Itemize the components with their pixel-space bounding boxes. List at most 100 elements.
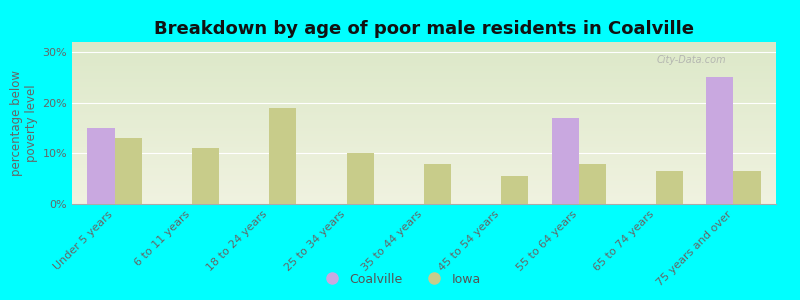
Bar <box>72 42 776 44</box>
Bar <box>72 89 776 91</box>
Bar <box>72 188 776 189</box>
Bar <box>72 142 776 144</box>
Bar <box>72 181 776 183</box>
Bar <box>72 160 776 162</box>
Bar <box>72 172 776 173</box>
Legend: Coalville, Iowa: Coalville, Iowa <box>314 268 486 291</box>
Bar <box>72 70 776 71</box>
Bar <box>72 151 776 152</box>
Bar <box>72 76 776 78</box>
Bar <box>72 202 776 204</box>
Bar <box>72 78 776 79</box>
Bar <box>72 113 776 115</box>
Bar <box>72 124 776 126</box>
Bar <box>192 148 219 204</box>
Bar <box>72 164 776 165</box>
Bar <box>72 167 776 168</box>
Bar <box>72 86 776 87</box>
Bar <box>72 194 776 196</box>
Bar <box>72 52 776 53</box>
Bar <box>72 53 776 55</box>
Bar <box>72 191 776 193</box>
Bar <box>270 108 296 204</box>
Y-axis label: percentage below
poverty level: percentage below poverty level <box>10 70 38 176</box>
Bar <box>72 58 776 60</box>
Bar <box>72 159 776 160</box>
Bar <box>502 176 529 204</box>
Bar <box>72 120 776 122</box>
Bar <box>72 45 776 47</box>
Bar <box>72 184 776 186</box>
Bar <box>72 141 776 142</box>
Bar <box>72 84 776 86</box>
Bar <box>72 105 776 107</box>
Bar <box>72 155 776 157</box>
Bar <box>72 149 776 151</box>
Bar <box>552 118 578 204</box>
Title: Breakdown by age of poor male residents in Coalville: Breakdown by age of poor male residents … <box>154 20 694 38</box>
Bar <box>72 110 776 112</box>
Bar <box>72 193 776 194</box>
Bar <box>72 130 776 131</box>
Bar <box>72 175 776 176</box>
Bar <box>72 136 776 138</box>
Bar <box>72 91 776 92</box>
Bar <box>72 118 776 120</box>
Bar <box>72 102 776 104</box>
Bar <box>72 134 776 136</box>
Bar <box>72 103 776 105</box>
Bar <box>72 100 776 102</box>
Bar <box>72 116 776 118</box>
Bar <box>72 189 776 191</box>
Bar <box>72 176 776 178</box>
Bar <box>72 122 776 123</box>
Bar <box>72 108 776 110</box>
Bar <box>72 128 776 130</box>
Bar <box>72 49 776 50</box>
Bar <box>72 73 776 74</box>
Bar <box>72 47 776 49</box>
Bar <box>72 173 776 175</box>
Bar <box>72 196 776 197</box>
Bar <box>72 57 776 58</box>
Bar <box>72 157 776 159</box>
Bar <box>72 60 776 61</box>
Bar <box>72 162 776 164</box>
Bar <box>72 68 776 70</box>
Bar <box>72 44 776 45</box>
Bar <box>72 82 776 84</box>
Bar <box>72 165 776 167</box>
Bar <box>87 128 114 204</box>
Bar <box>72 131 776 133</box>
Bar <box>72 126 776 128</box>
Bar <box>72 66 776 68</box>
Bar <box>72 139 776 141</box>
Bar <box>72 147 776 149</box>
Bar <box>346 153 374 204</box>
Bar <box>72 81 776 82</box>
Bar <box>72 74 776 76</box>
Bar <box>72 154 776 155</box>
Bar <box>72 197 776 199</box>
Bar <box>72 95 776 97</box>
Bar <box>72 178 776 180</box>
Bar <box>72 107 776 108</box>
Bar <box>72 63 776 65</box>
Bar <box>72 123 776 124</box>
Bar <box>656 171 683 204</box>
Bar <box>72 186 776 188</box>
Bar <box>72 65 776 66</box>
Bar <box>72 79 776 81</box>
Bar <box>72 99 776 100</box>
Bar <box>72 183 776 184</box>
Bar <box>72 94 776 95</box>
Bar <box>72 55 776 57</box>
Bar <box>72 71 776 73</box>
Bar <box>72 144 776 146</box>
Bar <box>72 87 776 89</box>
Bar <box>72 168 776 170</box>
Bar <box>424 164 451 204</box>
Bar <box>72 201 776 203</box>
Bar <box>72 170 776 172</box>
Bar <box>706 77 734 204</box>
